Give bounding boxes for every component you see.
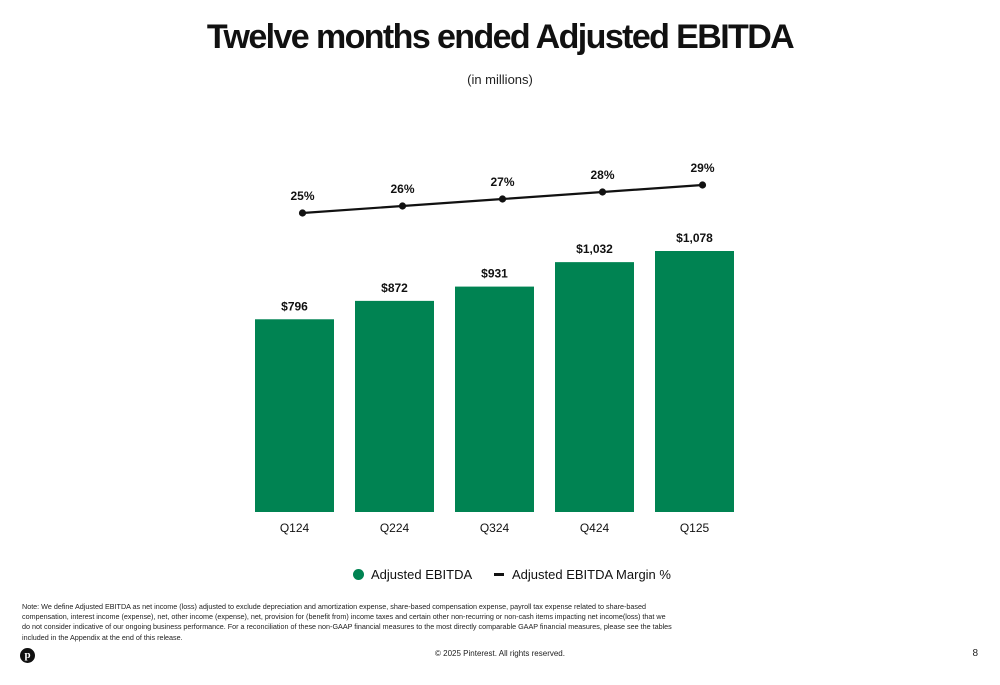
bar-q224 bbox=[355, 300, 434, 512]
x-tick-label: Q124 bbox=[280, 521, 310, 535]
legend-dot-icon bbox=[353, 568, 364, 580]
legend-item-adjusted-ebitda: Adjusted EBITDA bbox=[353, 564, 472, 584]
margin-value-label: 28% bbox=[590, 168, 614, 182]
x-tick-label: Q324 bbox=[480, 521, 510, 535]
bar-q125 bbox=[655, 251, 734, 512]
margin-value-label: 26% bbox=[390, 182, 414, 196]
margin-value-label: 25% bbox=[290, 189, 314, 203]
margin-point bbox=[698, 181, 707, 189]
page-subtitle: (in millions) bbox=[467, 72, 533, 87]
bar-value-label: $1,032 bbox=[576, 242, 613, 256]
bar-value-label: $1,078 bbox=[676, 231, 713, 245]
bar-value-label: $872 bbox=[381, 281, 408, 295]
x-tick-label: Q125 bbox=[680, 521, 710, 535]
bar-q124 bbox=[255, 319, 334, 512]
x-tick-label: Q424 bbox=[580, 521, 610, 535]
page-title: Twelve months ended Adjusted EBITDA bbox=[206, 18, 795, 56]
margin-point bbox=[498, 195, 507, 203]
margin-value-label: 27% bbox=[490, 175, 514, 189]
bar-q324 bbox=[455, 286, 534, 512]
legend-item-margin: Adjusted EBITDA Margin % bbox=[494, 564, 671, 584]
bar-value-label: $931 bbox=[481, 267, 508, 281]
x-tick-label: Q224 bbox=[380, 521, 410, 535]
legend-line-icon bbox=[494, 572, 504, 576]
bar-q424 bbox=[555, 262, 634, 512]
legend-label-adjusted-ebitda: Adjusted EBITDA bbox=[371, 566, 473, 582]
page-number: 8 bbox=[972, 648, 978, 659]
copyright-text: © 2025 Pinterest. All rights reserved. bbox=[435, 649, 565, 658]
margin-point bbox=[398, 202, 407, 210]
chart-legend: Adjusted EBITDA Adjusted EBITDA Margin % bbox=[0, 564, 1000, 584]
legend-label-margin: Adjusted EBITDA Margin % bbox=[512, 566, 671, 582]
bar-value-label: $796 bbox=[281, 299, 308, 313]
footnote: Note: We define Adjusted EBITDA as net i… bbox=[22, 602, 672, 642]
pinterest-logo-icon: p bbox=[20, 648, 35, 663]
margin-point bbox=[298, 209, 307, 217]
margin-point bbox=[598, 188, 607, 196]
ebitda-chart: $796 Q124 $872 Q224 $931 Q324 $1,032 Q424 $1,078… bbox=[255, 161, 734, 535]
margin-value-label: 29% bbox=[690, 161, 714, 175]
